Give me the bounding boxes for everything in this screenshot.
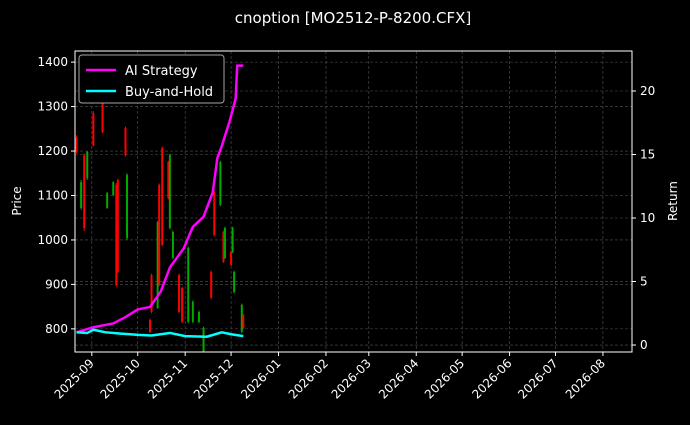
candle-body — [101, 102, 104, 132]
candle-body — [202, 327, 205, 352]
y-tick-label-left: 800 — [45, 322, 68, 336]
candle-body — [187, 247, 190, 322]
candle-body — [219, 162, 222, 205]
y-axis-label-left: Price — [10, 186, 24, 215]
legend-label-buy-hold: Buy-and-Hold — [125, 85, 213, 100]
candle-body — [150, 275, 153, 312]
y-tick-label-right: 10 — [640, 211, 655, 225]
y-tick-label-right: 5 — [640, 275, 648, 289]
legend: AI Strategy Buy-and-Hold — [78, 54, 225, 104]
candle-body — [242, 315, 245, 328]
candle-body — [233, 271, 236, 292]
candle-body — [83, 155, 86, 228]
candle-body — [148, 319, 151, 332]
buy-hold-line — [76, 328, 244, 339]
strategy-line — [76, 64, 244, 334]
x-tick-label: 2025-10 — [98, 356, 143, 401]
legend-label-strategy: AI Strategy — [125, 64, 198, 79]
candle-body — [126, 175, 129, 239]
candle-body — [223, 227, 226, 258]
candle-body — [213, 191, 216, 236]
x-tick-label: 2025-12 — [191, 356, 236, 401]
candle-body — [106, 193, 109, 208]
x-tick-label: 2026-01 — [238, 356, 283, 401]
candle-body — [231, 227, 234, 252]
candles — [75, 101, 245, 352]
axis-ticks: 2025-09 2025-10 2025-11 2025-12 2026-01 2026-… — [37, 55, 655, 401]
chart-title: cnoption [MO2512-P-8200.CFX] — [235, 9, 471, 27]
y-tick-label-left: 1200 — [37, 144, 68, 158]
x-tick-label: 2026-05 — [422, 356, 467, 401]
candle-body — [92, 113, 95, 146]
x-tick-label: 2026-08 — [563, 356, 608, 401]
x-tick-label: 2026-04 — [376, 356, 421, 401]
return-lines — [76, 64, 244, 339]
candle-body — [167, 162, 170, 199]
x-tick-label: 2026-02 — [286, 356, 331, 401]
y-axis-label-right: Return — [666, 181, 680, 221]
candle-body — [181, 287, 184, 322]
candle-body — [80, 182, 83, 208]
y-tick-label-left: 1400 — [37, 55, 68, 69]
candle-body — [191, 301, 194, 322]
candle-body — [115, 184, 118, 285]
candle-body — [197, 311, 200, 322]
candle-body — [156, 222, 159, 308]
y-tick-label-left: 1300 — [37, 100, 68, 114]
candle-body — [161, 147, 164, 245]
y-tick-label-right: 15 — [640, 148, 655, 162]
candle-body — [86, 151, 89, 179]
x-tick-label: 2026-07 — [515, 356, 560, 401]
candle-body — [168, 155, 171, 228]
candle-body — [116, 179, 119, 272]
candle-body — [210, 271, 213, 298]
y-tick-label-left: 1000 — [37, 233, 68, 247]
x-tick-label: 2025-11 — [145, 356, 190, 401]
candle-body — [124, 127, 127, 156]
candle-body — [112, 182, 115, 196]
candle-body — [240, 304, 243, 332]
y-tick-label-right: 20 — [640, 84, 655, 98]
candle-body — [230, 251, 233, 265]
candle-body — [75, 138, 78, 152]
y-tick-label-left: 1100 — [37, 188, 68, 202]
candle-body — [158, 184, 161, 285]
candle-body — [222, 231, 225, 262]
x-tick-label: 2026-06 — [469, 356, 514, 401]
x-tick-label: 2025-09 — [52, 356, 97, 401]
x-tick-label: 2026-03 — [329, 356, 374, 401]
y-tick-label-right: 0 — [640, 338, 648, 352]
candle-body — [171, 231, 174, 258]
plot-frame — [74, 50, 633, 353]
candle-body — [178, 275, 181, 312]
y-tick-label-left: 900 — [45, 277, 68, 291]
